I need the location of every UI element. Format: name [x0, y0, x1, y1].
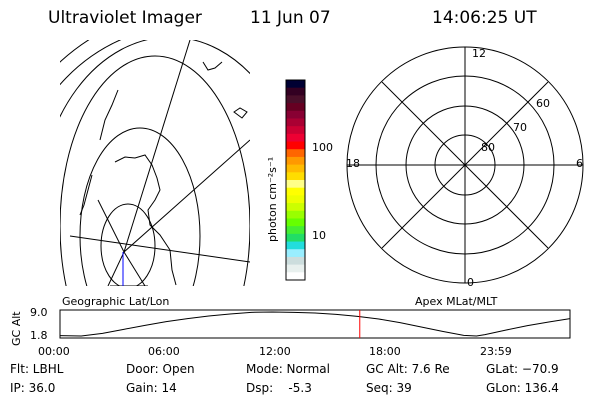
mode-info: Mode: Normal [246, 362, 330, 376]
colorbar-segment [286, 203, 305, 212]
lat-circle [60, 55, 250, 286]
altitude-frame [59, 309, 571, 339]
colorbar-segment [286, 110, 305, 119]
ip-info: IP: 36.0 [10, 381, 56, 395]
lat-circle [100, 203, 156, 286]
colorbar-segment [286, 187, 305, 196]
colorbar-segment [286, 210, 305, 219]
door-info: Door: Open [126, 362, 195, 376]
lon-line [123, 139, 250, 253]
colorbar-segment [286, 256, 305, 266]
colorbar-segment [286, 95, 305, 104]
glon-info: GLon: 136.4 [486, 381, 559, 395]
colorbar-segment [286, 118, 305, 127]
colorbar-segment [286, 195, 305, 204]
altitude-plot [59, 309, 571, 339]
colorbar-segment [286, 80, 305, 89]
colorbar-segment [286, 180, 305, 189]
coastline [79, 174, 93, 216]
altitude-ylabel: GC Alt [10, 311, 23, 346]
colorbar-segment [286, 156, 305, 166]
mlt-label-0: 0 [467, 276, 474, 289]
colorbar-segment [286, 103, 305, 112]
lon-line [69, 235, 250, 263]
seq-info: Seq: 39 [366, 381, 412, 395]
colorbar-segment [286, 272, 305, 281]
lat-circle [60, 40, 90, 63]
colorbar-segment [286, 226, 305, 235]
time-tick: 23:59 [480, 345, 512, 358]
colorbar-tick: 10 [312, 229, 326, 242]
altitude-ytick: 1.8 [30, 329, 48, 342]
time-tick: 12:00 [259, 345, 291, 358]
lon-line [97, 199, 125, 253]
lat-circle [60, 40, 122, 86]
mlt-label-18: 18 [346, 157, 360, 170]
colorbar-segment [286, 264, 305, 273]
coastline [99, 89, 119, 141]
colorbar-segment [286, 87, 305, 96]
polar-plot [346, 46, 584, 284]
colorbar-segment [286, 241, 305, 250]
altitude-ytick: 9.0 [30, 306, 48, 319]
time-tick: 00:00 [38, 345, 70, 358]
time-tick: 18:00 [369, 345, 401, 358]
time-tick: 06:00 [148, 345, 180, 358]
lon-line [107, 251, 125, 286]
mlt-label-12: 12 [472, 47, 486, 60]
geo-map-label: Geographic Lat/Lon [62, 295, 170, 308]
lon-line [123, 251, 146, 286]
colorbar-frame [285, 79, 306, 281]
dsp-info: Dsp: -5.3 [246, 381, 312, 395]
lat-circle [79, 127, 201, 286]
filter-info: Flt: LBHL [10, 362, 64, 376]
lat-circle [60, 40, 250, 118]
colorbar-tick: 100 [312, 141, 333, 154]
geographic-map [60, 40, 250, 286]
date-label: 11 Jun 07 [250, 8, 331, 28]
lon-line [123, 40, 191, 253]
mlat-label-60: 60 [536, 97, 550, 110]
mlt-line [381, 81, 549, 249]
coastline [114, 154, 177, 286]
colorbar-segment [286, 133, 305, 143]
instrument-title: Ultraviolet Imager [48, 8, 202, 28]
coastline [233, 107, 248, 119]
colorbar-unit-label: photon cm⁻²s⁻¹ [266, 156, 279, 242]
mlt-label-6: 6 [576, 157, 583, 170]
time-label: 14:06:25 UT [432, 8, 537, 28]
colorbar-segment [286, 218, 305, 227]
altitude-curve [59, 311, 571, 337]
colorbar-segment [286, 141, 305, 150]
colorbar-segment [286, 164, 305, 173]
colorbar-segment [286, 233, 305, 243]
gain-info: Gain: 14 [126, 381, 177, 395]
colorbar-segment [286, 172, 305, 181]
colorbar-segment [286, 249, 305, 258]
gc-alt-info: GC Alt: 7.6 Re [366, 362, 450, 376]
colorbar-segment [286, 126, 305, 135]
mlat-label-70: 70 [513, 121, 527, 134]
mlat-label-80: 80 [481, 141, 495, 154]
coastline [202, 61, 223, 71]
polar-plot-label: Apex MLat/MLT [415, 295, 498, 308]
colorbar [285, 79, 306, 281]
colorbar-segment [286, 149, 305, 158]
glat-info: GLat: −70.9 [486, 362, 559, 376]
